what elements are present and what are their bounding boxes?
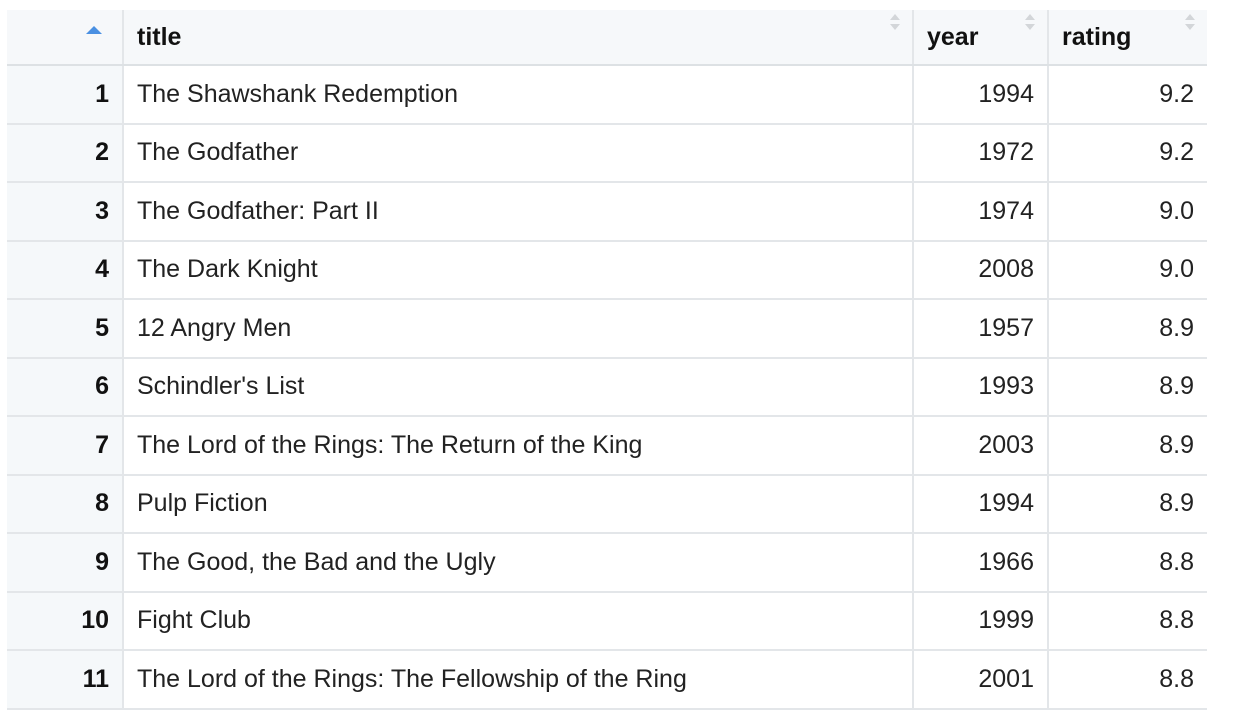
cell-rating: 9.0 bbox=[1048, 240, 1207, 300]
table-row: 10 Fight Club 1999 8.8 bbox=[7, 591, 1207, 651]
header-year[interactable]: year bbox=[913, 10, 1049, 66]
cell-title: The Godfather bbox=[123, 123, 914, 183]
row-number: 8 bbox=[7, 474, 124, 534]
sort-icon[interactable] bbox=[1185, 14, 1195, 34]
cell-year: 1974 bbox=[913, 182, 1049, 242]
header-rating[interactable]: rating bbox=[1048, 10, 1207, 66]
cell-year: 1994 bbox=[913, 474, 1049, 534]
row-number: 6 bbox=[7, 357, 124, 417]
cell-title: The Shawshank Redemption bbox=[123, 65, 914, 125]
cell-title: The Good, the Bad and the Ugly bbox=[123, 533, 914, 593]
header-label: rating bbox=[1062, 22, 1132, 51]
table-row: 7 The Lord of the Rings: The Return of th… bbox=[7, 416, 1207, 476]
cell-rating: 8.8 bbox=[1048, 650, 1207, 710]
cell-year: 2001 bbox=[913, 650, 1049, 710]
cell-title: Schindler's List bbox=[123, 357, 914, 417]
header-label: year bbox=[927, 22, 979, 51]
row-number: 4 bbox=[7, 240, 124, 300]
cell-rating: 8.9 bbox=[1048, 474, 1207, 534]
cell-title: 12 Angry Men bbox=[123, 299, 914, 359]
row-number: 9 bbox=[7, 533, 124, 593]
table-row: 1 The Shawshank Redemption 1994 9.2 bbox=[7, 65, 1207, 125]
row-number: 1 bbox=[7, 65, 124, 125]
header-label: title bbox=[137, 22, 182, 51]
table-row: 8 Pulp Fiction 1994 8.9 bbox=[7, 474, 1207, 534]
table-row: 2 The Godfather 1972 9.2 bbox=[7, 123, 1207, 183]
cell-rating: 9.2 bbox=[1048, 123, 1207, 183]
cell-year: 1994 bbox=[913, 65, 1049, 125]
header-title[interactable]: title bbox=[123, 10, 914, 66]
sort-icon[interactable] bbox=[890, 14, 900, 34]
cell-rating: 8.9 bbox=[1048, 299, 1207, 359]
data-table: title year rating 1 The Shawshank Redempt… bbox=[7, 10, 1207, 710]
sort-icon[interactable] bbox=[1025, 14, 1035, 34]
cell-title: The Dark Knight bbox=[123, 240, 914, 300]
cell-year: 1972 bbox=[913, 123, 1049, 183]
table-row: 4 The Dark Knight 2008 9.0 bbox=[7, 240, 1207, 300]
cell-rating: 8.8 bbox=[1048, 533, 1207, 593]
cell-title: The Lord of the Rings: The Fellowship of… bbox=[123, 650, 914, 710]
cell-year: 2008 bbox=[913, 240, 1049, 300]
row-number: 5 bbox=[7, 299, 124, 359]
table-row: 9 The Good, the Bad and the Ugly 1966 8.8 bbox=[7, 533, 1207, 593]
sort-ascending-icon[interactable] bbox=[86, 14, 110, 34]
row-number: 7 bbox=[7, 416, 124, 476]
table-row: 3 The Godfather: Part II 1974 9.0 bbox=[7, 182, 1207, 242]
cell-title: The Lord of the Rings: The Return of the… bbox=[123, 416, 914, 476]
row-number: 2 bbox=[7, 123, 124, 183]
header-row-number[interactable] bbox=[7, 10, 124, 66]
cell-year: 1957 bbox=[913, 299, 1049, 359]
cell-rating: 8.8 bbox=[1048, 591, 1207, 651]
row-number: 11 bbox=[7, 650, 124, 710]
cell-rating: 9.2 bbox=[1048, 65, 1207, 125]
table-row: 5 12 Angry Men 1957 8.9 bbox=[7, 299, 1207, 359]
row-number: 10 bbox=[7, 591, 124, 651]
cell-year: 1993 bbox=[913, 357, 1049, 417]
cell-title: Pulp Fiction bbox=[123, 474, 914, 534]
row-number: 3 bbox=[7, 182, 124, 242]
cell-rating: 8.9 bbox=[1048, 416, 1207, 476]
cell-rating: 8.9 bbox=[1048, 357, 1207, 417]
table-row: 11 The Lord of the Rings: The Fellowship … bbox=[7, 650, 1207, 710]
cell-year: 1966 bbox=[913, 533, 1049, 593]
cell-year: 2003 bbox=[913, 416, 1049, 476]
header-row: title year rating bbox=[7, 10, 1207, 66]
cell-year: 1999 bbox=[913, 591, 1049, 651]
cell-title: The Godfather: Part II bbox=[123, 182, 914, 242]
cell-title: Fight Club bbox=[123, 591, 914, 651]
cell-rating: 9.0 bbox=[1048, 182, 1207, 242]
table-row: 6 Schindler's List 1993 8.9 bbox=[7, 357, 1207, 417]
